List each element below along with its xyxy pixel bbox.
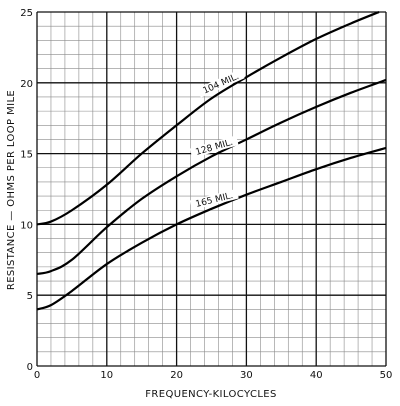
x-tick-label: 50	[380, 370, 393, 381]
y-axis-label: RESISTANCE — OHMS PER LOOP MILE	[6, 90, 17, 290]
x-tick-label: 20	[170, 370, 183, 381]
curve-series-0	[36, 10, 380, 226]
minor-grid	[36, 11, 387, 367]
curves	[36, 10, 387, 311]
y-tick-label: 20	[20, 79, 33, 90]
y-tick-label: 0	[27, 362, 33, 373]
x-tick-label: 30	[240, 370, 253, 381]
curve-label-bg	[196, 68, 245, 98]
curve-series-1	[36, 78, 387, 276]
y-tick-label: 10	[20, 220, 33, 231]
y-tick-label: 15	[20, 150, 33, 161]
curve-series-2	[36, 146, 387, 311]
y-tick-labels: 0 5 10 15 20 25	[20, 8, 33, 373]
curve-label-bg	[189, 135, 239, 159]
x-tick-labels: 0 10 20 30 40 50	[34, 370, 393, 381]
x-axis-label: FREQUENCY-KILOCYCLES	[145, 389, 277, 400]
x-tick-label: 0	[34, 370, 40, 381]
curve-label-bg	[189, 188, 239, 211]
y-tick-label: 25	[20, 8, 33, 19]
x-tick-label: 40	[310, 370, 323, 381]
major-grid	[36, 11, 387, 367]
x-tick-label: 10	[100, 370, 113, 381]
y-tick-label: 5	[27, 291, 33, 302]
